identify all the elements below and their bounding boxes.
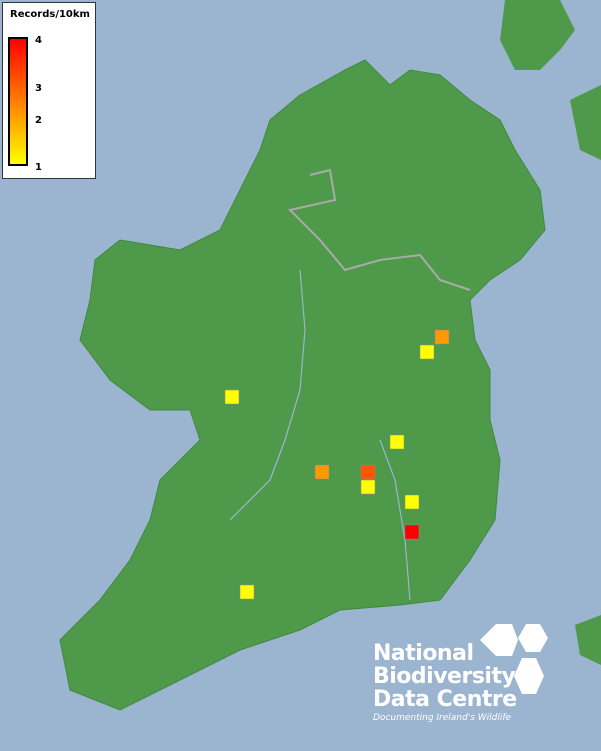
legend-tick-1: 1 [35, 162, 42, 173]
record-square [404, 524, 420, 540]
ireland-landmass [59, 59, 546, 711]
logo-line-2: Biodiversity [373, 664, 516, 689]
ni-border [288, 168, 471, 291]
record-square [314, 464, 330, 480]
record-square [224, 389, 240, 405]
great-britain-landmass [500, 0, 601, 665]
nbdc-logo: National Biodiversity Data Centre Docume… [373, 642, 517, 723]
logo-tagline: Documenting Ireland's Wildlife [373, 713, 512, 723]
legend-title: Records/10km [10, 9, 90, 20]
record-square [239, 584, 255, 600]
record-square [360, 479, 376, 495]
record-square [389, 434, 405, 450]
legend-tick-3: 3 [35, 83, 42, 94]
legend-tick-2: 2 [35, 115, 42, 126]
logo-line-1: National [373, 641, 474, 666]
legend-color-bar [8, 37, 28, 166]
record-square [434, 329, 450, 345]
logo-line-3: Data Centre [373, 687, 517, 712]
legend-tick-4: 4 [35, 35, 42, 46]
record-square [419, 344, 435, 360]
record-square [404, 494, 420, 510]
record-square [360, 464, 376, 480]
legend: Records/10km 4 3 2 1 [2, 2, 96, 179]
river-shannon [229, 269, 306, 521]
river-barrow [379, 439, 411, 601]
logo-hexagon-icons [480, 624, 548, 694]
